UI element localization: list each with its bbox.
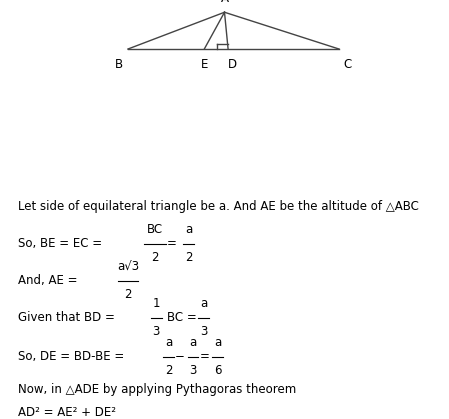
Text: Now, in △ADE by applying Pythagoras theorem: Now, in △ADE by applying Pythagoras theo… bbox=[18, 383, 296, 396]
Text: a: a bbox=[189, 336, 197, 349]
Text: 2: 2 bbox=[185, 251, 192, 264]
Text: C: C bbox=[344, 58, 352, 72]
Text: a: a bbox=[165, 336, 172, 349]
Text: 2: 2 bbox=[124, 288, 132, 301]
Text: D: D bbox=[228, 58, 237, 72]
Text: a: a bbox=[200, 297, 207, 310]
Text: AD² = AE² + DE²: AD² = AE² + DE² bbox=[18, 406, 116, 419]
Text: =: = bbox=[199, 350, 209, 363]
Text: A: A bbox=[220, 0, 229, 5]
Text: Given that BD =: Given that BD = bbox=[18, 311, 119, 324]
Text: So, DE = BD-BE =: So, DE = BD-BE = bbox=[18, 350, 128, 363]
Text: a√3: a√3 bbox=[117, 260, 139, 273]
Text: 3: 3 bbox=[153, 325, 160, 338]
Text: BC: BC bbox=[147, 223, 163, 236]
Text: Let side of equilateral triangle be a. And AE be the altitude of △ABC: Let side of equilateral triangle be a. A… bbox=[18, 200, 419, 214]
Text: 2: 2 bbox=[165, 364, 172, 377]
Text: 3: 3 bbox=[189, 364, 197, 377]
Text: a: a bbox=[214, 336, 221, 349]
Text: −: − bbox=[175, 350, 185, 363]
Text: =: = bbox=[167, 237, 177, 251]
Text: BC =: BC = bbox=[167, 311, 201, 324]
Text: 2: 2 bbox=[151, 251, 158, 264]
Text: 1: 1 bbox=[153, 297, 160, 310]
Text: 3: 3 bbox=[200, 325, 207, 338]
Text: E: E bbox=[201, 58, 208, 72]
Text: 6: 6 bbox=[214, 364, 221, 377]
Text: And, AE =: And, AE = bbox=[18, 274, 81, 287]
Text: B: B bbox=[115, 58, 123, 72]
Text: a: a bbox=[185, 223, 192, 236]
Text: So, BE = EC =: So, BE = EC = bbox=[18, 237, 106, 251]
